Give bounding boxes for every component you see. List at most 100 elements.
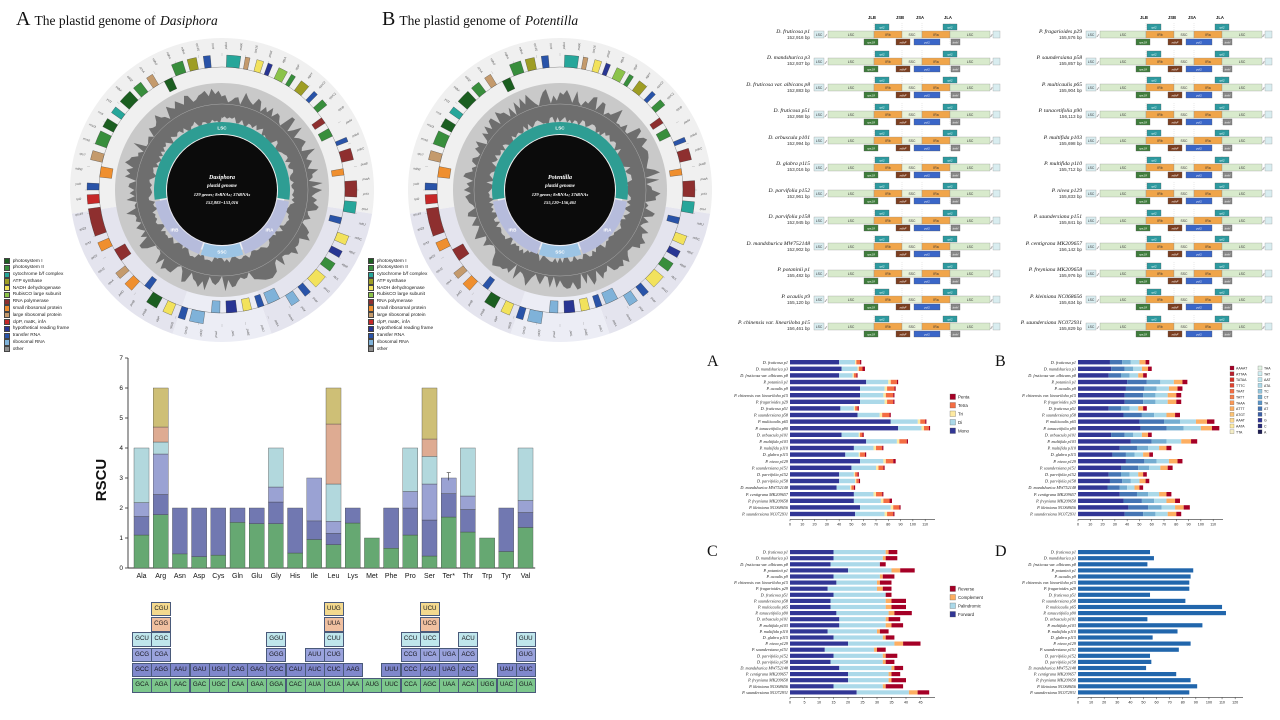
legend-label: RNA polymerase bbox=[376, 299, 413, 305]
svg-text:rps19: rps19 bbox=[1139, 332, 1147, 336]
svg-text:Palindromic: Palindromic bbox=[958, 604, 982, 609]
svg-text:P. chinensis var. lineariloba: P. chinensis var. lineariloba p15 bbox=[1021, 393, 1076, 398]
codon-column-Leu: CUA CUC CUG CUU UUA UUG bbox=[323, 601, 344, 693]
legend-swatch bbox=[4, 278, 11, 285]
svg-text:∕∕: ∕∕ bbox=[1262, 139, 1266, 144]
svg-text:LSC: LSC bbox=[1088, 192, 1095, 196]
legend-item: TAAA bbox=[1229, 400, 1246, 405]
svg-text:LSC: LSC bbox=[848, 325, 855, 329]
svg-text:4: 4 bbox=[119, 445, 123, 452]
svg-text:SSC: SSC bbox=[909, 298, 917, 302]
svg-text:IRb: IRb bbox=[1157, 272, 1162, 276]
junction-column-right: JLB JSB JSA JLA P. fragarioides p29 155,576 b… bbox=[1008, 12, 1274, 339]
svg-text:LSC: LSC bbox=[848, 139, 855, 143]
svg-text:P. saundersiana p151: P. saundersiana p151 bbox=[1039, 465, 1076, 470]
legend-item: ATP synthase bbox=[4, 278, 69, 285]
svg-text:∕∕: ∕∕ bbox=[824, 192, 828, 197]
legend-item: TAAT bbox=[1229, 389, 1245, 394]
svg-text:ycf1: ycf1 bbox=[105, 97, 113, 104]
bar-row bbox=[1078, 373, 1147, 378]
svg-text:P. nivea p129: P. nivea p129 bbox=[1052, 459, 1077, 464]
svg-text:∕∕: ∕∕ bbox=[1096, 60, 1100, 65]
bar-row bbox=[1078, 426, 1220, 431]
svg-text:∕∕: ∕∕ bbox=[824, 245, 828, 250]
legend-item: transfer RNA bbox=[4, 332, 69, 339]
svg-text:psbJ: psbJ bbox=[598, 324, 604, 333]
svg-text:petN: petN bbox=[344, 118, 353, 125]
legend-item: Penta bbox=[949, 393, 970, 400]
svg-text:LSC: LSC bbox=[1239, 298, 1246, 302]
svg-text:IRa: IRa bbox=[1205, 245, 1210, 249]
codon-cell: CAU bbox=[285, 662, 306, 678]
svg-text:JSB: JSB bbox=[896, 15, 904, 20]
bar-row bbox=[1078, 478, 1150, 484]
legend-swatch bbox=[4, 332, 11, 339]
svg-text:LSC: LSC bbox=[1088, 113, 1095, 117]
bar-row bbox=[1078, 635, 1153, 640]
svg-text:trnH: trnH bbox=[1225, 94, 1232, 98]
svg-text:IRb: IRb bbox=[885, 298, 890, 302]
svg-text:rpl2: rpl2 bbox=[1219, 264, 1224, 268]
svg-text:D. arbuscula p101: D. arbuscula p101 bbox=[756, 617, 788, 622]
svg-text:petL: petL bbox=[569, 330, 573, 338]
svg-text:ndhJ: ndhJ bbox=[697, 221, 705, 227]
svg-text:∕∕: ∕∕ bbox=[990, 219, 994, 224]
svg-text:Ala: Ala bbox=[136, 573, 146, 580]
svg-text:ndhF: ndhF bbox=[1172, 41, 1179, 45]
species-name: D. fruticosa var. albicans p8 bbox=[746, 81, 810, 88]
svg-text:rps4: rps4 bbox=[361, 207, 368, 212]
codon-cell: GCU bbox=[132, 632, 152, 647]
svg-text:D. parvifolia p158: D. parvifolia p158 bbox=[756, 659, 789, 664]
svg-text:TATAA: TATAA bbox=[1236, 378, 1247, 382]
bar-row bbox=[1078, 360, 1150, 365]
svg-text:RSCU: RSCU bbox=[93, 459, 110, 502]
svg-text:SSC: SSC bbox=[909, 139, 917, 143]
panel-b-title: B The plastid genome of Potentilla bbox=[382, 8, 578, 31]
svg-text:0: 0 bbox=[1077, 700, 1079, 704]
svg-text:psbJ: psbJ bbox=[260, 324, 266, 333]
legend-item: photosystem I bbox=[4, 258, 69, 265]
svg-text:6: 6 bbox=[119, 385, 123, 392]
svg-text:trnH: trnH bbox=[1225, 332, 1232, 336]
svg-text:rbcL: rbcL bbox=[670, 274, 677, 281]
svg-text:rpl2: rpl2 bbox=[414, 197, 420, 201]
bar-row bbox=[1078, 574, 1191, 579]
svg-text:SSC: SSC bbox=[1181, 113, 1189, 117]
legend-item: AATA bbox=[1229, 423, 1245, 429]
junction-row: D. glabra p115 153,016 bp LSC LSC IRb SSC IRa L… bbox=[736, 154, 1002, 181]
svg-text:rpl2: rpl2 bbox=[1219, 317, 1224, 321]
svg-text:P. multicaulis p65: P. multicaulis p65 bbox=[757, 605, 788, 610]
junction-species-label: P. multifida p103 155,698 bp bbox=[1008, 135, 1084, 146]
bar-row bbox=[1078, 586, 1190, 591]
codon-cell: AGU bbox=[419, 662, 440, 678]
svg-text:40: 40 bbox=[837, 522, 841, 526]
svg-text:LSC: LSC bbox=[1120, 60, 1127, 64]
svg-text:ndhF: ndhF bbox=[1172, 279, 1179, 283]
bar-row bbox=[1078, 592, 1151, 597]
codon-cell: UUC bbox=[381, 678, 402, 693]
bar-row bbox=[790, 592, 892, 597]
genome-size: 155,698 bp bbox=[1059, 140, 1082, 146]
svg-text:plastid genome: plastid genome bbox=[206, 184, 238, 189]
junction-column-left: JLB JSB JSA JLA D. fruticosa p1 152,916 bp LSC… bbox=[736, 12, 1002, 339]
svg-text:P. saundersiana NC072931: P. saundersiana NC072931 bbox=[1029, 690, 1076, 695]
svg-text:JLA: JLA bbox=[944, 15, 952, 20]
codon-cell: GCC bbox=[132, 662, 152, 678]
svg-text:10: 10 bbox=[1088, 522, 1092, 526]
svg-text:ndhF: ndhF bbox=[115, 85, 124, 94]
svg-text:IRa: IRa bbox=[933, 113, 938, 117]
svg-text:ndhF: ndhF bbox=[1172, 332, 1179, 336]
svg-text:D. glabra p115: D. glabra p115 bbox=[1050, 635, 1076, 640]
junction-header: JLB JSB JSA JLA bbox=[736, 12, 1002, 21]
svg-text:IRA: IRA bbox=[266, 227, 275, 232]
bar-row bbox=[790, 511, 895, 517]
svg-text:3: 3 bbox=[119, 475, 123, 482]
codon-cell: CCU bbox=[400, 632, 421, 647]
genome-size: 156,113 bp bbox=[1059, 114, 1082, 120]
svg-text:rpl2: rpl2 bbox=[879, 26, 884, 30]
legend-item: large ribosomal protein bbox=[4, 312, 69, 319]
bar-row bbox=[1078, 386, 1183, 391]
svg-text:LSC: LSC bbox=[1088, 245, 1095, 249]
